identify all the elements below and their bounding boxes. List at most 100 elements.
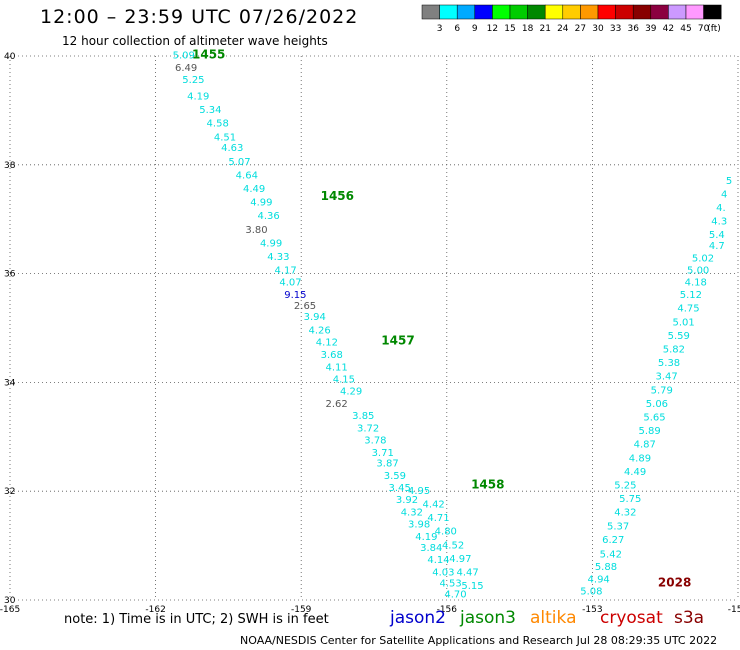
- legend-tick-label: 24: [557, 24, 569, 34]
- legend-swatch: [632, 4, 652, 20]
- pass-time-label: 1457: [381, 333, 414, 347]
- legend-swatch: [544, 4, 564, 20]
- legend-tick-label: 15: [504, 24, 515, 34]
- swh-data-label: 3.85: [352, 411, 374, 422]
- swh-data-label: 4.15: [333, 374, 355, 385]
- legend-swatch: [439, 4, 458, 20]
- swh-data-label: 5.08: [580, 587, 602, 598]
- swh-data-label: 3.98: [408, 520, 430, 531]
- swh-data-label: 4.95: [408, 486, 430, 497]
- swh-data-label: 5.01: [672, 317, 694, 328]
- swh-data-label: 3.94: [304, 312, 326, 323]
- swh-data-label: 5.25: [614, 480, 636, 491]
- swh-data-label: 5.4: [709, 230, 725, 241]
- chart-title: 12:00 – 23:59 UTC 07/26/2022: [40, 6, 359, 28]
- swh-data-label: 2.65: [294, 301, 316, 312]
- legend-tick-label: 70: [698, 24, 710, 34]
- legend-tick-label: 39: [645, 24, 657, 34]
- swh-data-label: 3.47: [655, 372, 677, 383]
- swh-data-label: 5.15: [461, 581, 483, 592]
- swh-data-label: 4.7: [709, 241, 725, 252]
- legend-swatch: [685, 4, 704, 20]
- swh-data-label: 4.64: [236, 170, 258, 181]
- pass-time-label: 1456: [321, 189, 354, 203]
- swh-data-label: 4.63: [221, 143, 243, 154]
- swh-data-label: 5.89: [639, 426, 661, 437]
- legend-swatch: [456, 4, 476, 20]
- x-tick-label: -165: [0, 605, 20, 615]
- chart-subtitle: 12 hour collection of altimeter wave hei…: [62, 34, 328, 48]
- legend-tick-label: 36: [627, 24, 639, 34]
- swh-data-label: 5.06: [646, 399, 668, 410]
- swh-data-label: 5.12: [680, 290, 702, 301]
- satellite-jason3-label: jason3: [460, 608, 516, 628]
- legend-tick-label: 30: [592, 24, 604, 34]
- legend-swatch: [668, 4, 687, 20]
- wave-height-legend: 3 6 9 12 15 18 21 24 27 30 33 36 39 42 45 70(ft): [421, 4, 722, 34]
- legend-tick-label: 27: [575, 24, 586, 34]
- swh-data-label: 4.19: [187, 92, 209, 103]
- satellite-jason2-label: jason2: [390, 608, 446, 628]
- y-tick-label: 34: [4, 378, 16, 388]
- swh-data-label: 4.07: [279, 278, 301, 289]
- swh-data-label: 4.52: [442, 540, 464, 551]
- swh-data-label: 5.88: [595, 562, 617, 573]
- swh-data-label: 3.45: [389, 483, 411, 494]
- swh-data-label: 6.27: [602, 535, 624, 546]
- swh-data-label: 4.87: [634, 440, 656, 451]
- x-tick-label: -162: [145, 605, 165, 615]
- swh-data-label: 3.84: [420, 543, 442, 554]
- credit-line: NOAA/NESDIS Center for Satellite Applica…: [240, 634, 718, 647]
- swh-data-label: 5.65: [643, 412, 665, 423]
- swh-data-label: 4.19: [415, 532, 437, 543]
- y-tick-label: 38: [4, 161, 16, 171]
- swh-data-label: 4.3: [711, 217, 727, 228]
- x-tick-label: -153: [582, 605, 602, 615]
- pass-time-label: 1458: [471, 477, 504, 491]
- swh-data-label: 5.37: [607, 521, 629, 532]
- legend-swatch: [492, 4, 511, 20]
- swh-data-label: 4.03: [432, 568, 454, 579]
- legend-swatch: [474, 4, 493, 20]
- legend-tick-label: 9: [472, 24, 478, 34]
- swh-data-label: 4.89: [629, 453, 651, 464]
- legend-tick-label: 3: [437, 24, 443, 34]
- swh-data-label: 4.53: [440, 578, 462, 589]
- legend-swatch: [703, 4, 722, 20]
- x-tick-label: -159: [291, 605, 312, 615]
- swh-data-label: 4.97: [449, 554, 471, 565]
- swh-data-label: 5.07: [228, 157, 250, 168]
- swh-data-label: 4.80: [435, 527, 457, 538]
- legend-tick-label: 6: [454, 24, 460, 34]
- legend-swatch: [562, 4, 581, 20]
- swh-data-label: 4.58: [207, 119, 229, 130]
- swh-data-label: 5: [726, 176, 732, 187]
- y-tick-label: 32: [4, 487, 15, 497]
- swh-data-label: 4.32: [401, 508, 423, 519]
- satellite-cryosat-label: cryosat: [600, 608, 663, 628]
- satellite-altika-label: altika: [530, 608, 577, 628]
- swh-data-label: 4.42: [423, 500, 445, 511]
- swh-data-label: 4.47: [457, 568, 479, 579]
- swh-data-label: 3.68: [321, 350, 343, 361]
- swh-data-label: 4.33: [267, 252, 289, 263]
- legend-tick-label: 18: [522, 24, 534, 34]
- swh-data-label: 4.70: [444, 589, 466, 600]
- satellite-s3a-label: s3a: [674, 608, 705, 628]
- legend-tick-label: 33: [610, 24, 621, 34]
- swh-data-label: 4.32: [614, 508, 636, 519]
- legend-tick-label: 12: [487, 24, 498, 34]
- legend-swatch: [580, 4, 599, 20]
- swh-data-label: 4.51: [214, 132, 236, 143]
- swh-data-label: 5.75: [619, 494, 641, 505]
- swh-data-label: 5.34: [199, 105, 221, 116]
- swh-data-label: 4.12: [316, 337, 338, 348]
- legend-swatch: [527, 4, 546, 20]
- swh-data-label: 5.38: [658, 358, 680, 369]
- swh-data-label: 4.75: [677, 304, 699, 315]
- swh-data-label: 4.29: [340, 386, 362, 397]
- swh-data-label: 4.71: [427, 513, 449, 524]
- y-tick-label: 40: [4, 52, 16, 62]
- swh-data-label: 4.: [716, 203, 726, 214]
- swh-data-label: 4.18: [685, 278, 707, 289]
